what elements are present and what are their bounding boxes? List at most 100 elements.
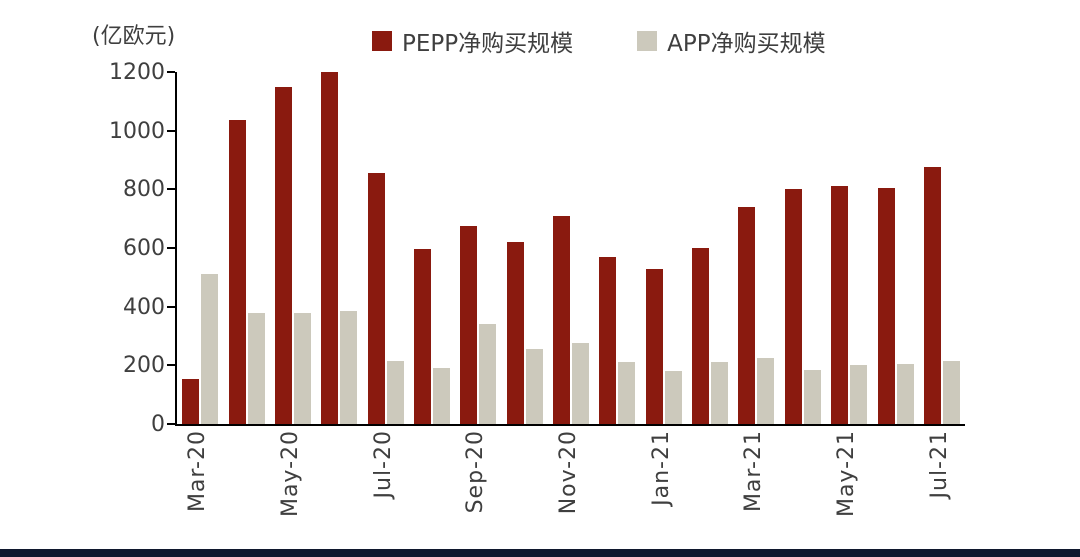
bar-group-feb-21	[687, 72, 733, 424]
x-tick-text: Jul-20	[370, 430, 396, 499]
bar-app-may-20	[293, 312, 311, 424]
y-tick-label-600: 600	[123, 236, 165, 261]
bar-group-mar-21	[733, 72, 779, 424]
x-tick-cell-empty	[870, 430, 916, 548]
bar-group-jun-21	[872, 72, 918, 424]
bar-pepp-oct-20	[506, 242, 524, 424]
bar-group-apr-21	[780, 72, 826, 424]
y-tick-mark-200	[167, 364, 175, 367]
y-tick-label-200: 200	[123, 353, 165, 379]
x-tick-text: May-20	[277, 430, 303, 518]
bar-app-apr-21	[803, 369, 821, 424]
y-tick-label-1200: 1200	[109, 60, 165, 85]
y-tick-mark-1000	[167, 129, 175, 132]
y-tick-label-400: 400	[123, 294, 165, 320]
x-tick-text: Nov-20	[556, 430, 582, 515]
y-tick-mark-600	[167, 247, 175, 249]
bar-pepp-nov-20	[553, 215, 571, 424]
bar-pepp-may-21	[831, 186, 849, 424]
bar-app-jun-20	[340, 311, 358, 424]
bar-group-jun-20	[316, 72, 362, 424]
x-tick-cell-empty	[685, 430, 731, 548]
bar-group-apr-20	[223, 72, 269, 424]
bar-app-may-21	[850, 365, 868, 424]
legend-label-pepp: PEPP净购买规模	[402, 31, 574, 57]
bar-pepp-jun-20	[321, 72, 339, 424]
legend: PEPP净购买规模 APP净购买规模	[372, 24, 826, 58]
bar-group-jul-20	[362, 72, 408, 424]
bar-app-mar-21	[757, 358, 775, 424]
bar-group-nov-20	[548, 72, 594, 424]
bar-app-jul-20	[386, 360, 404, 424]
x-tick-cell-empty	[221, 430, 267, 548]
bar-pepp-mar-21	[738, 206, 756, 424]
y-tick-label-800: 800	[123, 177, 165, 203]
bar-pepp-apr-20	[228, 120, 246, 424]
x-tick-text: Sep-20	[463, 430, 489, 514]
bar-group-jan-21	[641, 72, 687, 424]
bar-pepp-jul-21	[923, 167, 941, 424]
y-tick-mark-1200	[167, 71, 175, 73]
bar-group-jul-21	[919, 72, 965, 424]
x-tick-cell-empty	[407, 430, 453, 548]
bar-pepp-may-20	[274, 86, 292, 424]
x-tick-label-jul-20: Jul-20	[360, 430, 406, 548]
x-tick-label-nov-20: Nov-20	[546, 430, 592, 548]
bar-app-jan-21	[664, 371, 682, 424]
y-axis-unit-label: (亿欧元)	[92, 24, 176, 49]
bar-pepp-sep-20	[460, 226, 478, 424]
x-tick-label-mar-20: Mar-20	[175, 430, 221, 548]
bar-app-dec-20	[618, 362, 636, 424]
x-tick-text: May-21	[834, 430, 860, 518]
bar-pepp-jun-21	[877, 187, 895, 424]
x-tick-cell-empty	[778, 430, 824, 548]
bar-pepp-mar-20	[182, 378, 200, 424]
x-tick-text: Mar-20	[185, 430, 211, 513]
bar-group-sep-20	[455, 72, 501, 424]
bar-group-aug-20	[409, 72, 455, 424]
x-tick-label-may-20: May-20	[268, 430, 314, 548]
y-tick-label-0: 0	[151, 412, 165, 437]
x-tick-label-sep-20: Sep-20	[453, 430, 499, 548]
y-tick-label-1000: 1000	[109, 118, 165, 144]
legend-item-app: APP净购买规模	[637, 24, 826, 58]
legend-item-pepp: PEPP净购买规模	[372, 24, 573, 58]
bar-app-jul-21	[942, 360, 960, 424]
x-tick-cell-empty	[500, 430, 546, 548]
bar-app-oct-20	[525, 349, 543, 424]
x-tick-label-may-21: May-21	[824, 430, 870, 548]
y-axis-tick-labels: 0 200 400 600 800 1000 1200	[90, 60, 165, 437]
x-axis-labels: Mar-20 May-20 Jul-20 Sep-20 Nov-20 Jan-21 Mar-…	[175, 430, 963, 548]
bar-group-dec-20	[594, 72, 640, 424]
y-tick-mark-0	[167, 423, 175, 425]
bar-app-apr-20	[247, 312, 265, 424]
bottom-border-strip	[0, 549, 1080, 557]
plot-area	[167, 71, 965, 426]
bar-app-feb-21	[711, 362, 729, 424]
bar-pepp-apr-21	[784, 189, 802, 424]
bar-app-nov-20	[572, 343, 590, 424]
y-tick-mark-800	[167, 188, 175, 191]
x-tick-label-mar-21: Mar-21	[731, 430, 777, 548]
x-tick-text: Jul-21	[926, 430, 952, 499]
bar-app-aug-20	[432, 368, 450, 424]
x-tick-text: Jan-21	[648, 430, 674, 506]
x-tick-cell-empty	[592, 430, 638, 548]
x-tick-label-jul-21: Jul-21	[917, 430, 963, 548]
legend-label-app: APP净购买规模	[667, 31, 826, 57]
bar-app-jun-21	[896, 363, 914, 424]
bar-pepp-jan-21	[645, 268, 663, 424]
x-tick-label-jan-21: Jan-21	[639, 430, 685, 548]
bar-app-mar-20	[201, 274, 219, 424]
legend-swatch-app	[637, 31, 658, 51]
bar-app-sep-20	[479, 324, 497, 424]
bar-pepp-dec-20	[599, 256, 617, 424]
legend-swatch-pepp	[372, 31, 392, 51]
bar-group-oct-20	[502, 72, 548, 424]
y-tick-mark-400	[167, 305, 175, 308]
bar-group-may-21	[826, 72, 872, 424]
bar-group-may-20	[270, 72, 316, 424]
bar-pepp-aug-20	[413, 249, 431, 424]
x-tick-text: Mar-21	[741, 430, 767, 513]
